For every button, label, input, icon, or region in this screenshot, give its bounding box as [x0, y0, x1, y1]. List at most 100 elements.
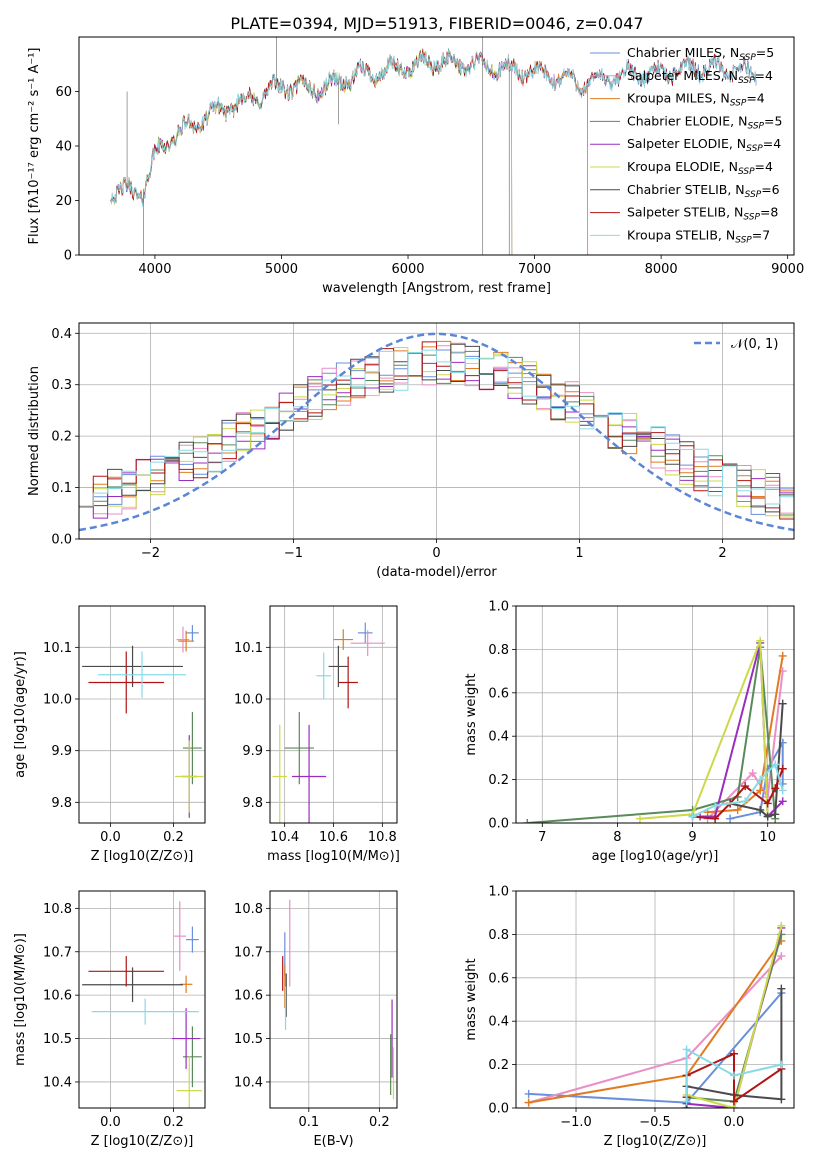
- weight-marker: [756, 636, 765, 645]
- y-tick-label: 1.0: [488, 600, 509, 615]
- data-point: [176, 1055, 202, 1108]
- weight-marker: [778, 651, 787, 660]
- weight-marker: [763, 799, 772, 808]
- error-bars: [82, 901, 202, 1108]
- legend-label: Chabrier MILES, NSSP=5: [627, 45, 774, 63]
- figure-title: PLATE=0394, MJD=51913, FIBERID=0046, z=0…: [230, 14, 643, 33]
- residual-histogram-panel: −2 −1 0 1 2 0.0 0.1 0.2 0.3 0.4 (data-model)/error…: [27, 322, 795, 580]
- axes-frame: [515, 890, 795, 1109]
- legend-label: Chabrier ELODIE, NSSP=5: [627, 113, 782, 131]
- y-tick-label: 9.8: [51, 796, 72, 811]
- spectrum-panel: 4000 5000 6000 7000 8000 9000 0 20 40 60 wavelengt…: [27, 36, 804, 296]
- x-tick-label: −0.5: [639, 1115, 671, 1130]
- ticks: 0.0 0.2 10.4 10.5 10.6 10.7 10.8: [43, 902, 184, 1130]
- x-tick-label: 9: [688, 830, 696, 845]
- weight-marker: [682, 1045, 691, 1054]
- model-spectrum-line: [110, 48, 513, 255]
- legend-label: Salpeter ELODIE, NSSP=4: [627, 136, 781, 154]
- x-axis-label: mass [log10(M/M⊙)]: [267, 849, 400, 864]
- error-bars: [282, 899, 395, 1100]
- weight-marker: [729, 1049, 738, 1058]
- legend-label: Kroupa MILES, NSSP=4: [627, 91, 765, 109]
- weight-marker: [748, 769, 757, 778]
- y-tick-label: 10.8: [43, 902, 72, 917]
- y-tick-label: 10.1: [43, 641, 72, 656]
- weight-marker: [635, 814, 644, 823]
- axes-frame: [269, 605, 398, 824]
- weight-marker: [777, 1060, 786, 1069]
- weight-marker: [778, 764, 787, 773]
- weight-series-line: [685, 1047, 782, 1102]
- legend-subscript: SSP: [746, 144, 763, 154]
- data-point: [333, 629, 354, 650]
- weight-marker: [726, 814, 735, 823]
- axes-frame: [78, 605, 206, 824]
- y-tick-label: 0.1: [51, 481, 72, 496]
- data-point: [186, 625, 199, 641]
- ticks: 10.4 10.6 10.8 9.8 9.9 10.0 10.1: [234, 641, 397, 845]
- weight-marker: [777, 984, 786, 993]
- data-point: [328, 645, 349, 688]
- legend-label: Chabrier STELIB, NSSP=6: [627, 182, 780, 200]
- y-tick-label: 0.6: [488, 686, 509, 701]
- axes-frame: [515, 605, 795, 824]
- weight-series-line: [686, 925, 783, 1108]
- data-point: [82, 967, 183, 1003]
- data-point: [88, 651, 165, 714]
- y-tick-label: 10.1: [234, 641, 263, 656]
- weight-marker: [729, 1097, 738, 1106]
- x-tick-label: 8: [613, 830, 621, 845]
- y-tick-label: 0.8: [488, 643, 509, 658]
- data-point: [97, 651, 187, 698]
- x-axis-label: Z [log10(Z/Z⊙)]: [91, 849, 194, 864]
- y-tick-label: 0.0: [488, 1102, 509, 1117]
- legend-nssp: =7: [752, 227, 770, 242]
- y-axis-label: age [log10(age/yr)]: [13, 651, 28, 778]
- y-tick-label: 1.0: [488, 885, 509, 900]
- legend-subscript: SSP: [739, 53, 756, 63]
- x-axis-label: E(B-V): [313, 1134, 353, 1149]
- legend-label: Kroupa STELIB, NSSP=7: [627, 227, 770, 245]
- legend-subscript: SSP: [735, 235, 752, 245]
- data-point: [291, 724, 327, 823]
- histogram-series: [79, 343, 794, 539]
- y-axis-label: mass [log10(M/M⊙)]: [13, 933, 28, 1066]
- y-tick-label: 10.0: [43, 693, 72, 708]
- data-point: [91, 998, 199, 1025]
- data-point: [88, 956, 165, 987]
- x-tick-label: 2: [718, 546, 726, 561]
- data-point: [272, 724, 288, 823]
- histogram-series: [79, 349, 794, 539]
- data-point: [350, 630, 385, 657]
- legend-subscript: SSP: [745, 190, 762, 200]
- weight-marker: [729, 1071, 738, 1080]
- gaussian-curve: [79, 332, 794, 532]
- data-point: [182, 711, 202, 785]
- x-tick-label: 9000: [771, 262, 804, 277]
- legend-label: Kroupa ELODIE, NSSP=4: [627, 159, 773, 177]
- model-spectrum-line: [110, 50, 513, 255]
- y-tick-label: 40: [55, 140, 72, 155]
- weight-marker: [711, 801, 720, 810]
- weight-marker: [711, 814, 720, 823]
- mass-vs-Z-panel: 0.0 0.2 10.4 10.5 10.6 10.7 10.8 Z [log10(Z/Z⊙)…: [13, 890, 206, 1149]
- weight-marker: [524, 1098, 533, 1107]
- weight-lines: [524, 921, 786, 1108]
- grid-lines: [270, 891, 397, 1108]
- data-point: [173, 901, 187, 971]
- y-tick-label: 0.6: [488, 971, 509, 986]
- y-tick-label: 10.5: [43, 1032, 72, 1047]
- y-tick-label: 9.9: [242, 744, 263, 759]
- axes-frame: [78, 890, 206, 1109]
- legend-nssp: =4: [763, 136, 781, 151]
- y-tick-label: 10.7: [43, 945, 72, 960]
- y-tick-label: 10.5: [234, 1032, 263, 1047]
- weight-marker: [688, 812, 697, 821]
- weight-marker: [741, 797, 750, 806]
- x-tick-label: 1: [575, 546, 583, 561]
- y-tick-label: 10.7: [234, 945, 263, 960]
- weight-series-line: [692, 762, 784, 818]
- y-tick-label: 10.4: [234, 1075, 263, 1090]
- ticks: 0.1 0.2 10.4 10.5 10.6 10.7 10.8: [234, 902, 390, 1130]
